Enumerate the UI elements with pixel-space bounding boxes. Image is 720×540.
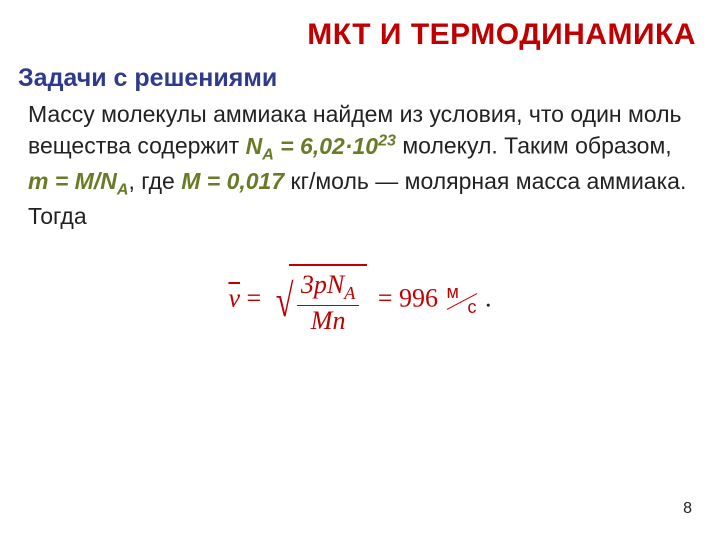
mass-eq: m = M/N [28, 168, 117, 194]
sym-N: N [246, 133, 263, 159]
avogadro-value: = 6,02·10 [274, 133, 378, 159]
num-N-sub: A [344, 284, 355, 304]
fraction: 3pNAMn [297, 270, 359, 335]
paragraph: Массу молекулы аммиака найдем из условия… [0, 99, 720, 232]
sqrt-sign: √ [275, 283, 293, 320]
text-run: , где [128, 168, 181, 194]
formula-eq1: = [240, 284, 268, 313]
molar-mass: M = 0,017 [181, 168, 284, 194]
denominator: Mn [297, 305, 359, 336]
avogadro-constant: NA = 6,02·1023 [246, 133, 396, 159]
num-N: N [327, 270, 344, 299]
mass-formula: m = M/NA [28, 168, 128, 194]
unit-m-per-s: мс [445, 286, 479, 316]
sym-N-sub: A [262, 145, 274, 163]
mass-eq-sub: A [117, 181, 129, 199]
page-title: МКТ И ТЕРМОДИНАМИКА [0, 0, 720, 56]
den-n: n [332, 306, 345, 335]
formula-eq2: = 996 [371, 284, 444, 313]
num-3p: 3p [301, 270, 327, 299]
formula-tail: . [479, 284, 492, 313]
numerator: 3pNA [297, 270, 359, 304]
page-number: 8 [683, 500, 692, 518]
sqrt-body: 3pNAMn [289, 264, 367, 337]
formula-lhs: v [228, 284, 240, 313]
unit-top: м [447, 282, 459, 303]
text-run: молекул. Таким образом, [396, 133, 672, 159]
avogadro-exp: 23 [378, 131, 396, 149]
section-subtitle: Задачи с решениями [0, 56, 720, 99]
den-M: M [311, 306, 333, 335]
unit-bot: с [468, 297, 477, 318]
velocity-formula: v = √3pNAMn = 996 мс . [0, 264, 720, 337]
square-root: √3pNAMn [272, 264, 368, 337]
